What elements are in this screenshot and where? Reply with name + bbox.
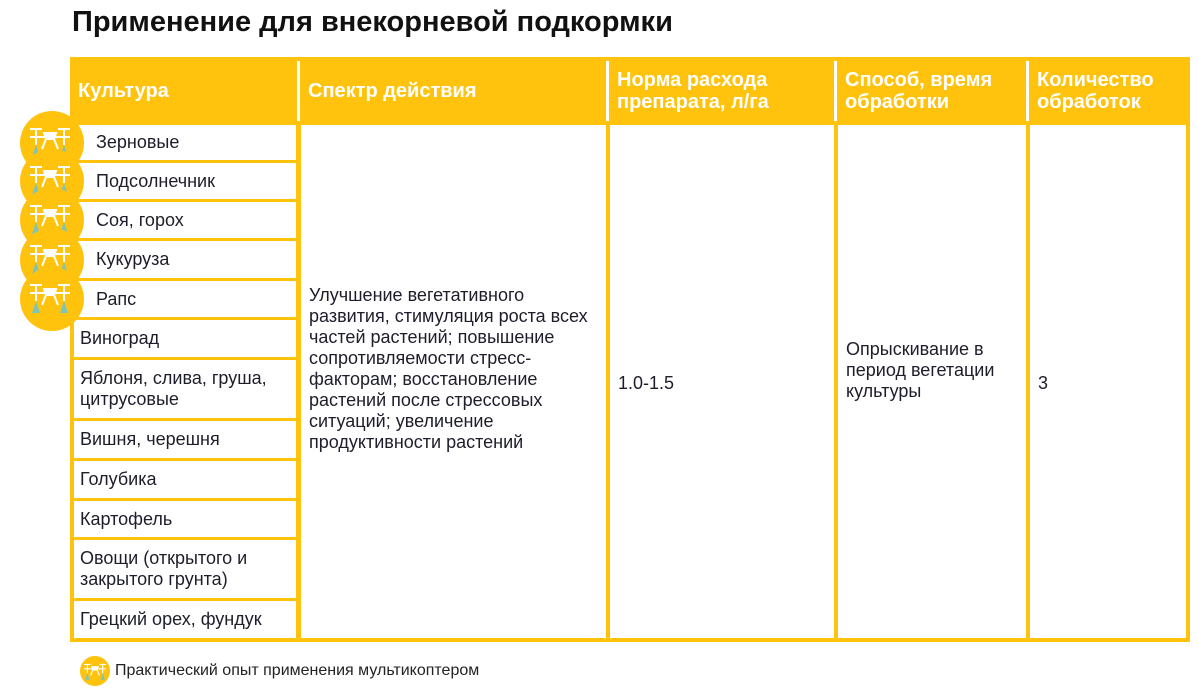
header-method: Способ, время обработки: [845, 68, 993, 113]
crop-name: Картофель: [80, 508, 173, 529]
crop-row: Яблоня, слива, груша, цитрусовые: [74, 360, 296, 418]
drone-icon: [80, 656, 110, 686]
crop-row: Овощи (открытого и закрытого грунта): [74, 540, 296, 598]
crop-row: Подсолнечник: [74, 163, 296, 199]
crop-row: Виноград: [74, 320, 296, 357]
crop-name: Овощи (открытого и закрытого грунта): [80, 548, 248, 589]
header-rate: Норма расхода препарата, л/га: [617, 68, 769, 113]
crop-row: Рапс: [74, 281, 296, 317]
crop-row: Грецкий орех, фундук: [74, 601, 296, 638]
crop-row: Картофель: [74, 501, 296, 537]
header-count: Количество обработок: [1037, 68, 1154, 113]
divider: [606, 61, 609, 121]
count-cell: 3: [1030, 125, 1186, 638]
page-title: Применение для внекорневой подкормки: [72, 6, 673, 38]
crop-name: Кукуруза: [96, 249, 170, 269]
crop-name: Соя, горох: [96, 209, 184, 230]
crop-row: Голубика: [74, 461, 296, 498]
count-value: 3: [1038, 373, 1049, 393]
rate-value: 1.0-1.5: [618, 373, 675, 393]
divider: [1026, 61, 1029, 121]
crop-row: Кукуруза: [74, 241, 296, 278]
footnote: Практический опыт применения мультикопте…: [80, 656, 479, 686]
crop-row: Соя, горох: [74, 202, 296, 238]
method-cell: Опрыскивание в период вегетации культуры: [838, 125, 1026, 638]
spectrum-text: Улучшение вегетативного развития, стимул…: [309, 285, 588, 452]
divider: [834, 61, 837, 121]
crop-name: Рапс: [96, 288, 137, 309]
footnote-text: Практический опыт применения мультикопте…: [115, 662, 480, 679]
application-table: Культура Спектр действия Норма расхода п…: [70, 57, 1190, 642]
crop-name: Зерновые: [96, 132, 180, 152]
crop-name: Яблоня, слива, груша, цитрусовые: [80, 368, 267, 409]
crop-row: Вишня, черешня: [74, 421, 296, 458]
header-spectrum: Спектр действия: [308, 79, 477, 102]
crop-name: Грецкий орех, фундук: [80, 609, 262, 629]
crop-name: Вишня, черешня: [80, 429, 220, 449]
spectrum-cell: Улучшение вегетативного развития, стимул…: [301, 125, 606, 638]
crop-name: Виноград: [80, 328, 160, 348]
header-crop: Культура: [78, 79, 169, 102]
method-text: Опрыскивание в период вегетации культуры: [846, 339, 995, 401]
divider: [297, 61, 300, 121]
crop-row: Зерновые: [74, 125, 296, 160]
crop-name: Голубика: [80, 469, 157, 489]
crop-name: Подсолнечник: [96, 170, 215, 191]
drone-icon: [20, 267, 84, 331]
rate-cell: 1.0-1.5: [610, 125, 834, 638]
